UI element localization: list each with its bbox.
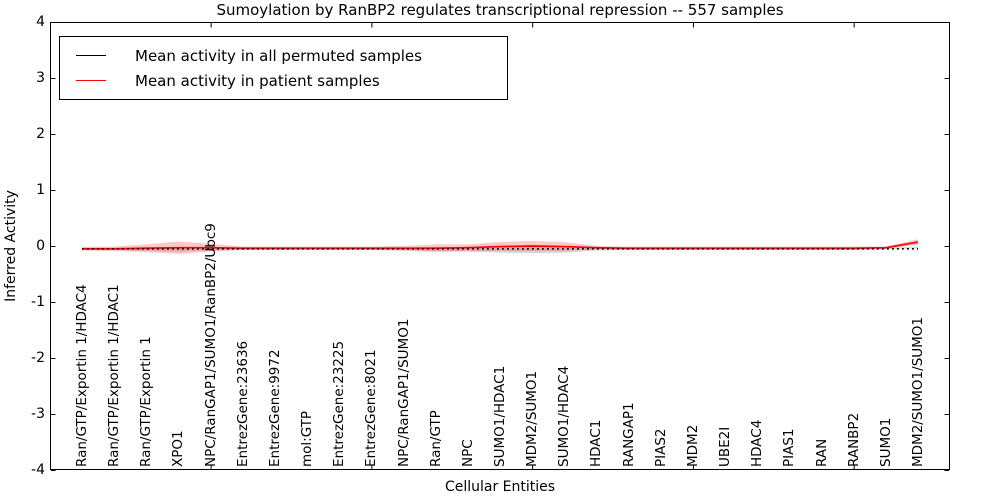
legend-label-patient: Mean activity in patient samples — [135, 71, 380, 90]
x-category-label: HDAC1 — [588, 419, 605, 467]
x-category-label: NPC — [459, 439, 476, 467]
y-tick-label: 3 — [36, 70, 45, 86]
axes-frame — [50, 22, 950, 470]
x-category-label: MDM2/SUMO1 — [524, 370, 541, 467]
x-category-label: PIAS2 — [652, 428, 669, 467]
legend-label-permuted: Mean activity in all permuted samples — [135, 46, 422, 65]
x-category-label: RAN — [813, 438, 830, 467]
y-tick-label: -1 — [31, 294, 45, 310]
x-category-label: EntrezGene:9972 — [266, 349, 283, 467]
y-tick-label: 1 — [36, 182, 45, 198]
x-category-label: EntrezGene:8021 — [363, 349, 380, 467]
y-tick-label: 2 — [36, 126, 45, 142]
x-category-label: RANBP2 — [845, 412, 862, 467]
x-category-label: XPO1 — [170, 430, 187, 467]
x-category-label: Ran/GTP/Exportin 1/HDAC1 — [106, 284, 123, 467]
x-category-label: mol:GTP — [299, 410, 316, 467]
legend: Mean activity in all permuted samples Me… — [59, 36, 508, 100]
x-category-label: RANGAP1 — [620, 402, 637, 467]
x-category-label: SUMO1/HDAC4 — [556, 365, 573, 467]
x-category-label: NPC/RanGAP1/SUMO1/RanBP2/Ubc9 — [202, 223, 219, 467]
x-category-label: UBE2I — [717, 426, 734, 467]
x-category-label: PIAS1 — [781, 428, 798, 467]
x-category-label: SUMO1/HDAC1 — [492, 365, 508, 467]
x-category-label: MDM2 — [684, 424, 701, 467]
x-category-label: MDM2/SUMO1/SUMO1 — [910, 316, 926, 467]
x-category-label: EntrezGene:23225 — [331, 340, 348, 467]
y-tick-label: -3 — [31, 406, 45, 422]
chart-title: Sumoylation by RanBP2 regulates transcri… — [216, 1, 784, 19]
x-category-label: Ran/GTP/Exportin 1 — [138, 336, 155, 467]
permuted-line-sample-icon — [76, 55, 106, 56]
legend-entry-permuted: Mean activity in all permuted samples — [76, 47, 507, 65]
y-tick-label: -2 — [31, 350, 45, 366]
x-category-label: Ran/GTP/Exportin 1/HDAC4 — [74, 284, 90, 467]
x-category-label: HDAC4 — [749, 419, 766, 467]
x-category-label: SUMO1 — [877, 417, 894, 467]
x-axis-label: Cellular Entities — [444, 479, 556, 495]
legend-entry-patient: Mean activity in patient samples — [76, 72, 507, 90]
y-tick-label: -4 — [31, 462, 45, 478]
y-tick-label: 0 — [36, 238, 45, 254]
x-category-label: Ran/GTP — [427, 410, 444, 467]
y-tick-label: 4 — [36, 14, 45, 30]
patient-line-sample-icon — [76, 80, 106, 81]
x-category-label: EntrezGene:23636 — [234, 340, 251, 467]
x-category-label: NPC/RanGAP1/SUMO1 — [395, 318, 412, 467]
